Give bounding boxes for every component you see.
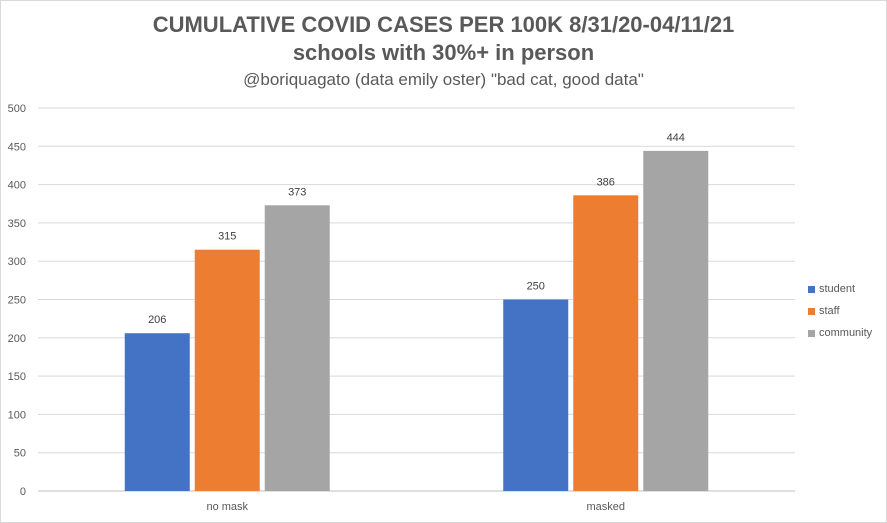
- legend-swatch-student: [808, 285, 815, 293]
- data-label: 444: [667, 132, 685, 144]
- y-tick-label: 0: [20, 486, 26, 498]
- legend-item-staff: staff: [808, 300, 872, 322]
- legend-swatch-community: [808, 329, 815, 337]
- bar-staff-masked: [573, 195, 639, 491]
- x-tick-label: no mask: [206, 501, 248, 513]
- y-tick-label: 500: [8, 103, 26, 115]
- y-tick-label: 100: [8, 409, 26, 421]
- legend: student staff community: [808, 278, 872, 344]
- chart-subtitle: schools with 30%+ in person: [292, 40, 595, 65]
- legend-label-student: student: [819, 283, 856, 295]
- legend-label-staff: staff: [819, 305, 840, 317]
- data-label: 206: [148, 314, 166, 326]
- bar-student-no-mask: [124, 333, 190, 491]
- y-tick-label: 200: [8, 333, 26, 345]
- bar-student-masked: [503, 299, 569, 491]
- y-tick-label: 400: [8, 180, 26, 192]
- y-tick-label: 300: [8, 256, 26, 268]
- chart-caption: @boriquagato (data emily oster) "bad cat…: [243, 70, 644, 89]
- legend-label-community: community: [819, 327, 873, 339]
- legend-item-community: community: [808, 322, 872, 344]
- data-label: 386: [597, 176, 615, 188]
- bar-community-masked: [643, 150, 709, 491]
- y-tick-label: 150: [8, 371, 26, 383]
- y-tick-label: 350: [8, 218, 26, 230]
- bar-community-no-mask: [264, 205, 330, 492]
- data-label: 250: [527, 281, 545, 293]
- y-tick-label: 50: [14, 448, 26, 460]
- bar-staff-no-mask: [194, 249, 260, 491]
- x-tick-label: masked: [586, 501, 625, 513]
- y-tick-label: 450: [8, 141, 26, 153]
- data-label: 315: [218, 231, 236, 243]
- legend-swatch-staff: [808, 307, 815, 315]
- chart-title: CUMULATIVE COVID CASES PER 100K 8/31/20-…: [152, 12, 735, 37]
- legend-item-student: student: [808, 278, 872, 300]
- data-label: 373: [288, 186, 306, 198]
- y-tick-label: 250: [8, 295, 26, 307]
